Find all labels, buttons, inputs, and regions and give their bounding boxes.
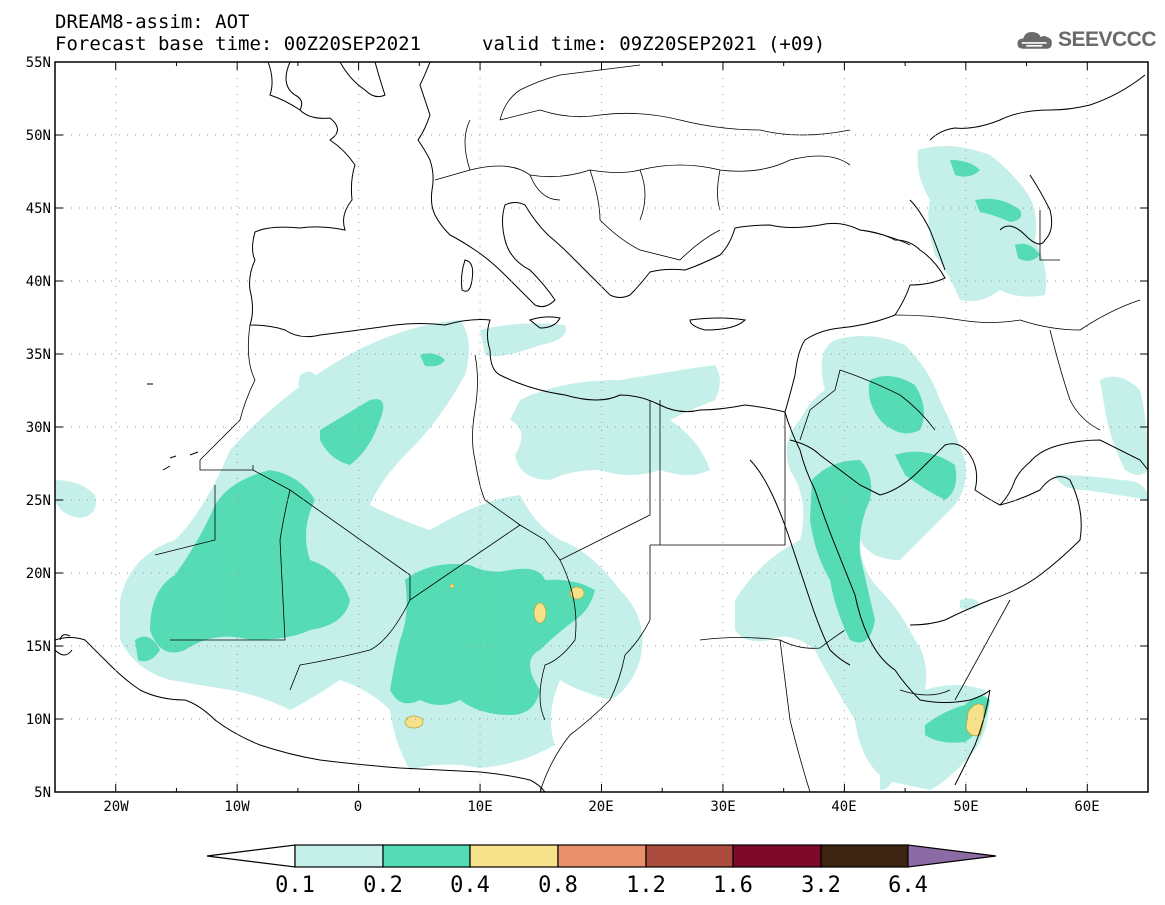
aot-contour-0.1-0.2	[55, 146, 1148, 790]
lon-label-10w: 10W	[224, 799, 250, 815]
valid-time: valid time: 09Z20SEP2021 (+09)	[482, 33, 826, 55]
colorbar: 0.1 0.2 0.4 0.8 1.2 1.6 3.2 6.4	[206, 844, 997, 898]
lon-label-20e: 20E	[588, 799, 613, 815]
lat-label-45n: 45N	[26, 201, 51, 217]
colorbar-arrow-low	[206, 844, 296, 868]
logo-text: SEEVCCC	[1057, 28, 1157, 51]
lon-label-0: 0	[354, 799, 362, 815]
lon-label-50e: 50E	[953, 799, 978, 815]
lat-label-55n: 55N	[26, 55, 51, 71]
lon-label-20w: 20W	[103, 799, 129, 815]
graticule	[55, 62, 1148, 792]
lat-label-20n: 20N	[26, 566, 51, 582]
colorbar-segment-1.6-3.2	[732, 844, 822, 868]
lon-label-40e: 40E	[831, 799, 856, 815]
lat-label-35n: 35N	[26, 347, 51, 363]
lat-label-50n: 50N	[26, 128, 51, 144]
colorbar-label-0.8: 0.8	[538, 873, 578, 898]
colorbar-segment-0.1-0.2	[294, 844, 384, 868]
seevccc-logo: SEEVCCC	[1016, 20, 1157, 60]
coastlines	[55, 62, 1148, 792]
colorbar-segment-0.4-0.8	[469, 844, 559, 868]
map-frame	[54, 61, 1149, 793]
lat-label-40n: 40N	[26, 274, 51, 290]
colorbar-segment-3.2-6.4	[820, 844, 909, 868]
cloud-icon	[1017, 31, 1052, 49]
lon-label-10e: 10E	[467, 799, 492, 815]
colorbar-segment-0.2-0.4	[382, 844, 471, 868]
colorbar-label-0.2: 0.2	[363, 873, 403, 898]
colorbar-segment-1.2-1.6	[645, 844, 734, 868]
colorbar-label-0.4: 0.4	[450, 873, 490, 898]
colorbar-arrow-high	[907, 844, 997, 868]
lat-label-30n: 30N	[26, 420, 51, 436]
colorbar-label-3.2: 3.2	[801, 873, 841, 898]
colorbar-segment-0.8-1.2	[557, 844, 647, 868]
lon-label-30e: 30E	[710, 799, 735, 815]
lat-label-25n: 25N	[26, 493, 51, 509]
colorbar-label-0.1: 0.1	[275, 873, 315, 898]
lon-label-60e: 60E	[1074, 799, 1099, 815]
forecast-base-time: Forecast base time: 00Z20SEP2021	[55, 33, 422, 55]
lat-label-15n: 15N	[26, 639, 51, 655]
lat-label-5n: 5N	[34, 785, 51, 801]
colorbar-label-1.6: 1.6	[713, 873, 753, 898]
country-borders	[154, 64, 1141, 792]
colorbar-label-1.2: 1.2	[626, 873, 666, 898]
aot-contour-0.2-0.4	[135, 160, 1040, 743]
aot-field	[55, 146, 1148, 790]
map-title: DREAM8-assim: AOT	[55, 11, 250, 33]
colorbar-label-6.4: 6.4	[888, 873, 928, 898]
latitude-labels: 55N 50N 45N 40N 35N 30N 25N 20N 15N 10N …	[26, 55, 51, 801]
lat-label-10n: 10N	[26, 712, 51, 728]
aot-contour-0.4-0.8	[404, 583, 985, 737]
longitude-labels: 20W 10W 0 10E 20E 30E 40E 50E 60E	[103, 799, 1099, 815]
